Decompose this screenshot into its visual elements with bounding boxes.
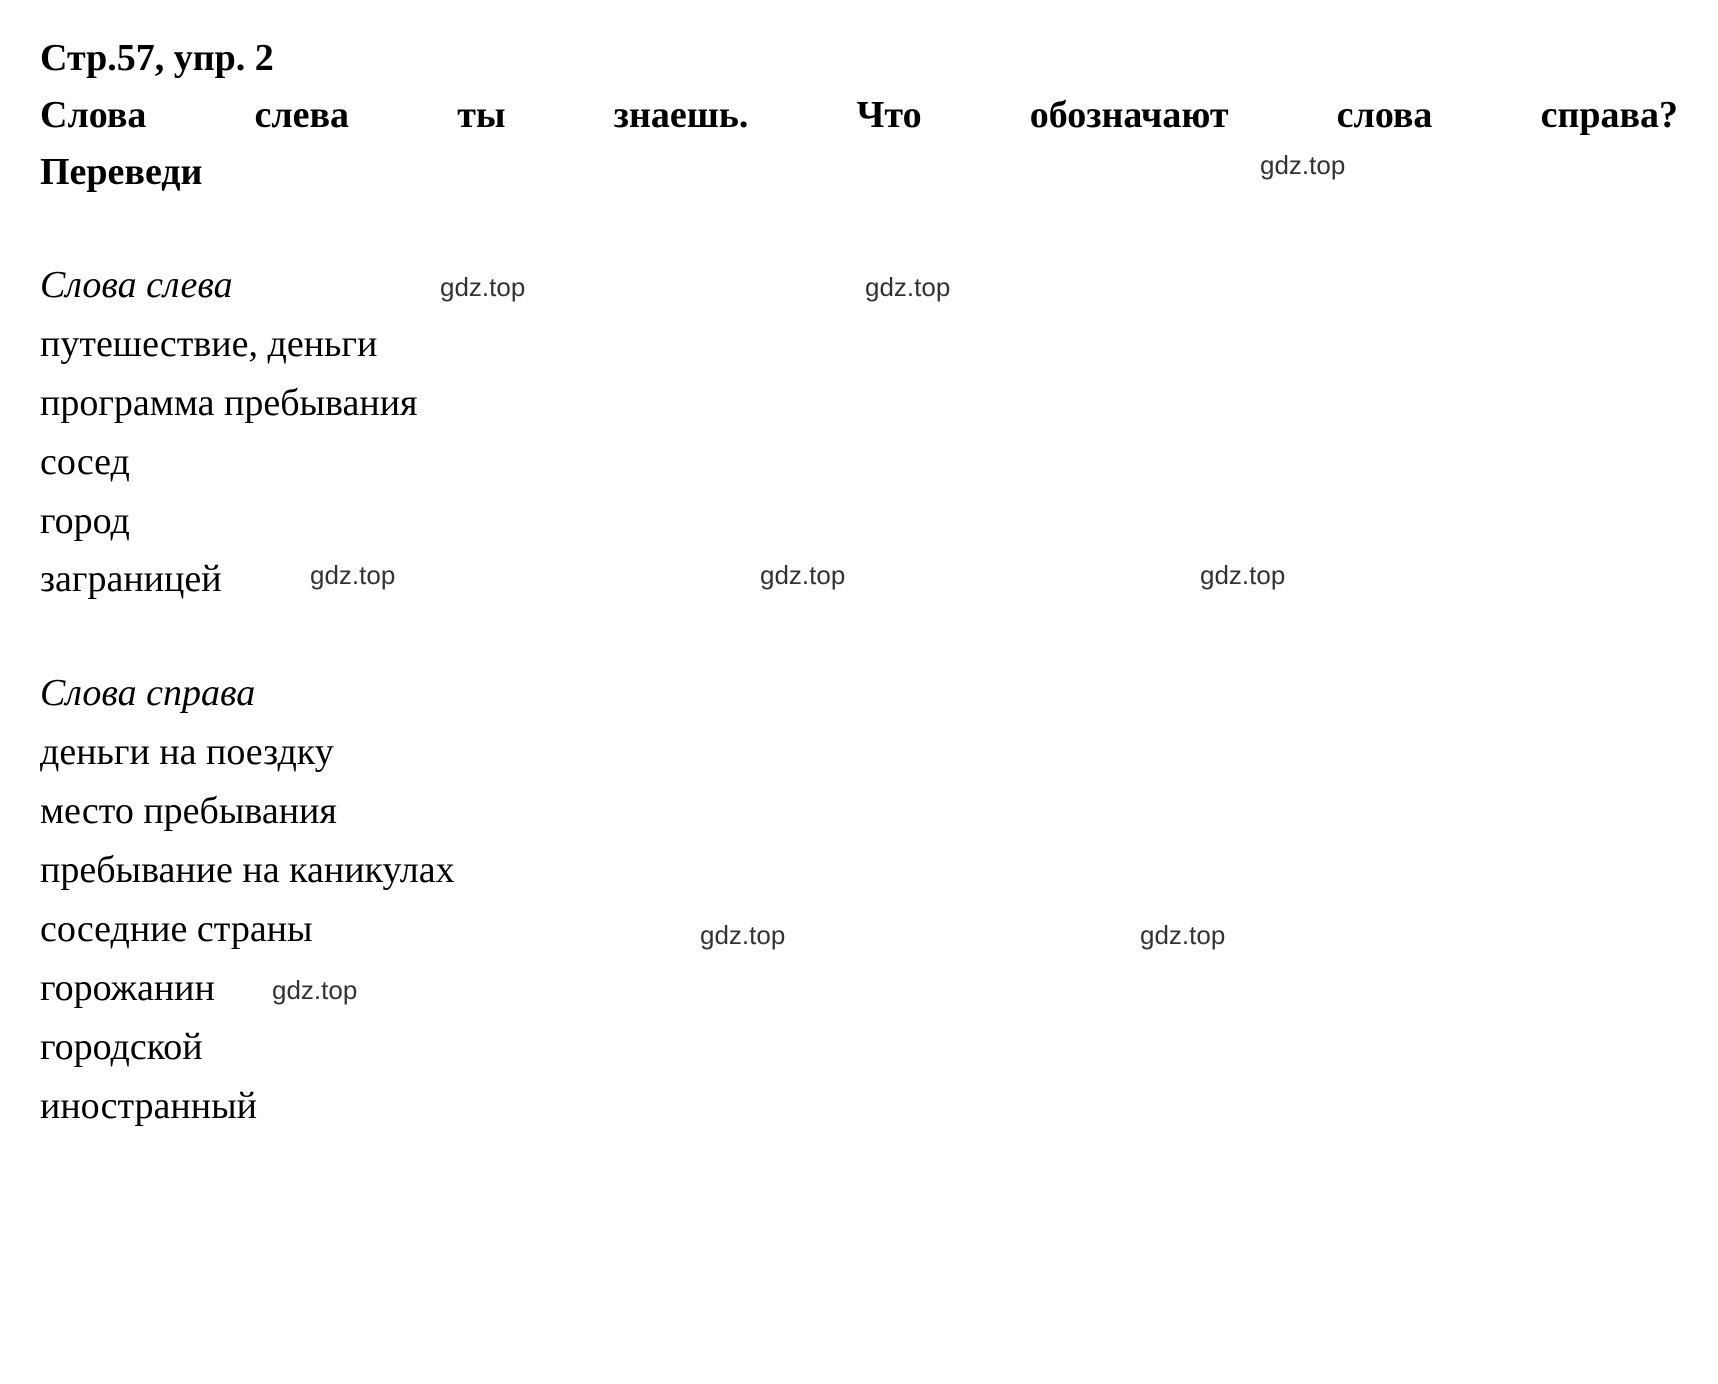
watermark-text: gdz.top xyxy=(272,975,357,1006)
list-item: программа пребывания xyxy=(40,374,1678,433)
list-item: иностранный xyxy=(40,1077,1678,1136)
exercise-header: Стр.57, упр. 2 Слова слева ты знаешь. Чт… xyxy=(40,30,1678,201)
watermark-text: gdz.top xyxy=(760,560,845,591)
left-words-section: Слова слева путешествие, деньги программ… xyxy=(40,256,1678,609)
watermark-text: gdz.top xyxy=(700,920,785,951)
watermark-text: gdz.top xyxy=(865,272,950,303)
left-words-title: Слова слева xyxy=(40,256,1678,315)
task-question: Слова слева ты знаешь. Что обозначают сл… xyxy=(40,87,1678,144)
list-item: пребывание на каникулах xyxy=(40,841,1678,900)
list-item: деньги на поездку xyxy=(40,723,1678,782)
watermark-text: gdz.top xyxy=(1140,920,1225,951)
task-instruction: Переведи xyxy=(40,144,1678,201)
watermark-text: gdz.top xyxy=(1260,150,1345,181)
watermark-text: gdz.top xyxy=(440,272,525,303)
right-words-section: Слова справа деньги на поездку место пре… xyxy=(40,664,1678,1135)
watermark-text: gdz.top xyxy=(1200,560,1285,591)
list-item: место пребывания xyxy=(40,782,1678,841)
right-words-title: Слова справа xyxy=(40,664,1678,723)
list-item: город xyxy=(40,492,1678,551)
list-item: сосед xyxy=(40,433,1678,492)
list-item: путешествие, деньги xyxy=(40,315,1678,374)
watermark-text: gdz.top xyxy=(310,560,395,591)
page-reference: Стр.57, упр. 2 xyxy=(40,30,1678,87)
list-item: городской xyxy=(40,1018,1678,1077)
list-item: соседние страны xyxy=(40,900,1678,959)
list-item: заграницей xyxy=(40,550,1678,609)
